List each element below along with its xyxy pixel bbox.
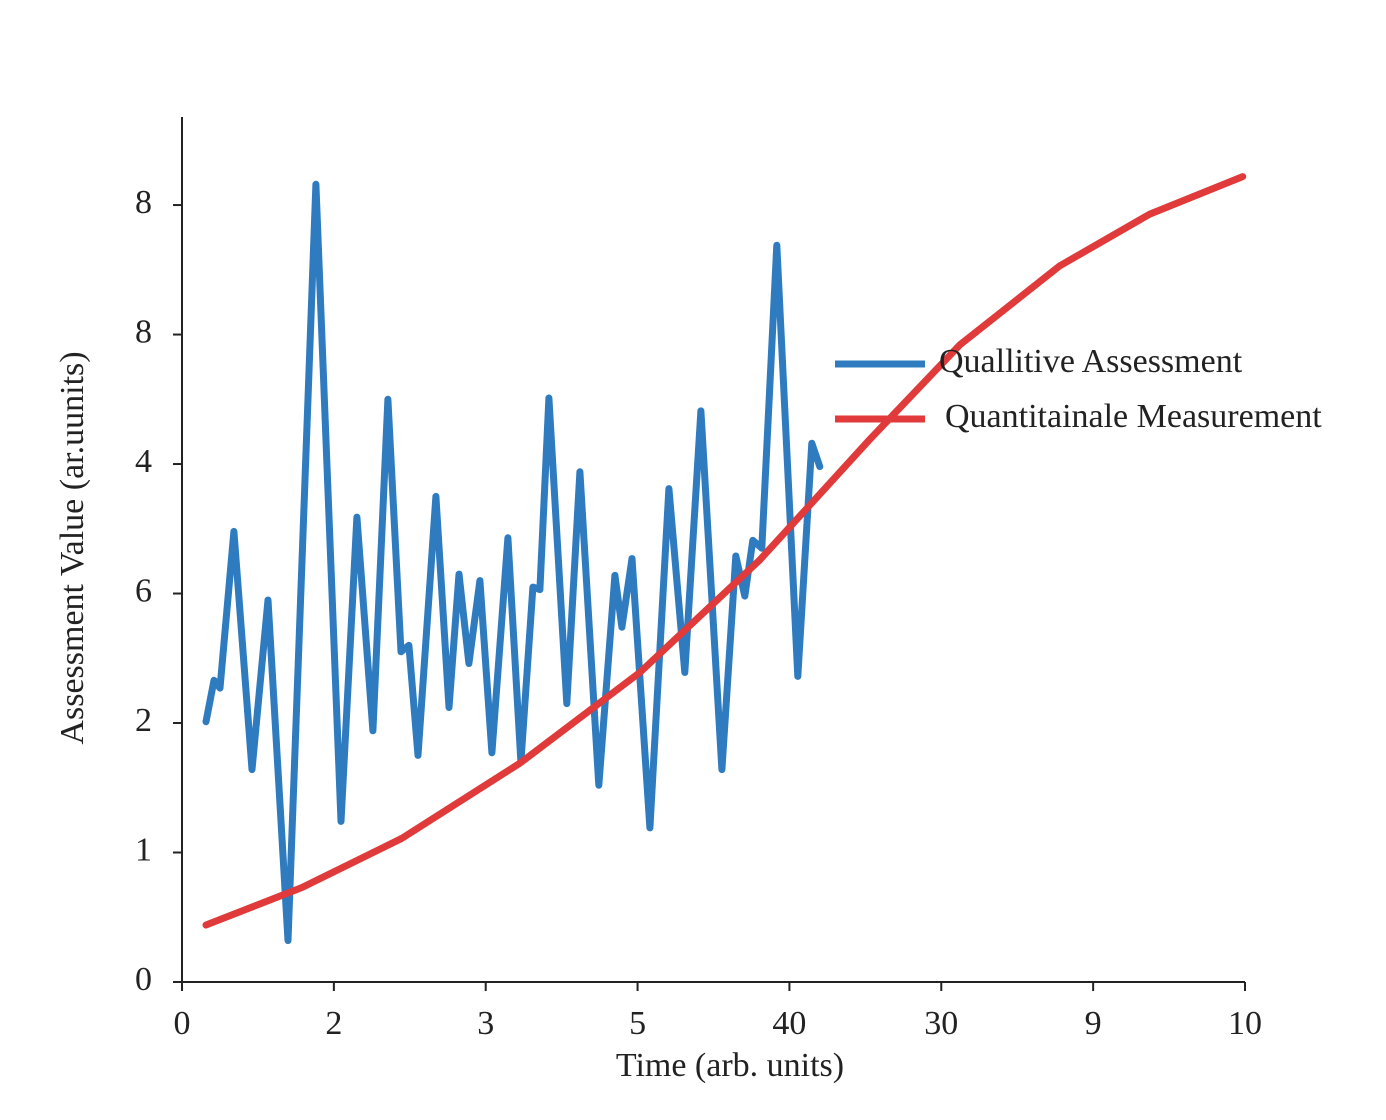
y-tick-label: 8 (135, 313, 152, 350)
y-tick-label: 2 (135, 702, 152, 739)
x-tick-label: 9 (1085, 1005, 1102, 1042)
y-tick-label: 6 (135, 572, 152, 609)
x-axis-label: Time (arb. units) (616, 1047, 844, 1084)
legend-label: Quantitainale Measurement (945, 398, 1322, 435)
y-tick-label: 1 (135, 831, 152, 868)
x-tick-label: 3 (477, 1005, 494, 1042)
series-line (202, 180, 824, 945)
y-axis-label: Assessment Value (ar.uunits) (54, 351, 91, 744)
x-tick-label: 40 (772, 1005, 806, 1042)
x-tick-label: 30 (924, 1005, 958, 1042)
y-tick-label: 0 (135, 961, 152, 998)
x-tick-label: 2 (325, 1005, 342, 1042)
x-tick-label: 10 (1228, 1005, 1262, 1042)
x-tick-label: 0 (174, 1005, 191, 1042)
y-tick-label: 4 (135, 443, 152, 480)
series-line (202, 173, 1247, 929)
y-tick-label: 8 (135, 184, 152, 221)
legend-label: Quallitive Assessment (939, 343, 1243, 380)
x-tick-label: 5 (629, 1005, 646, 1042)
